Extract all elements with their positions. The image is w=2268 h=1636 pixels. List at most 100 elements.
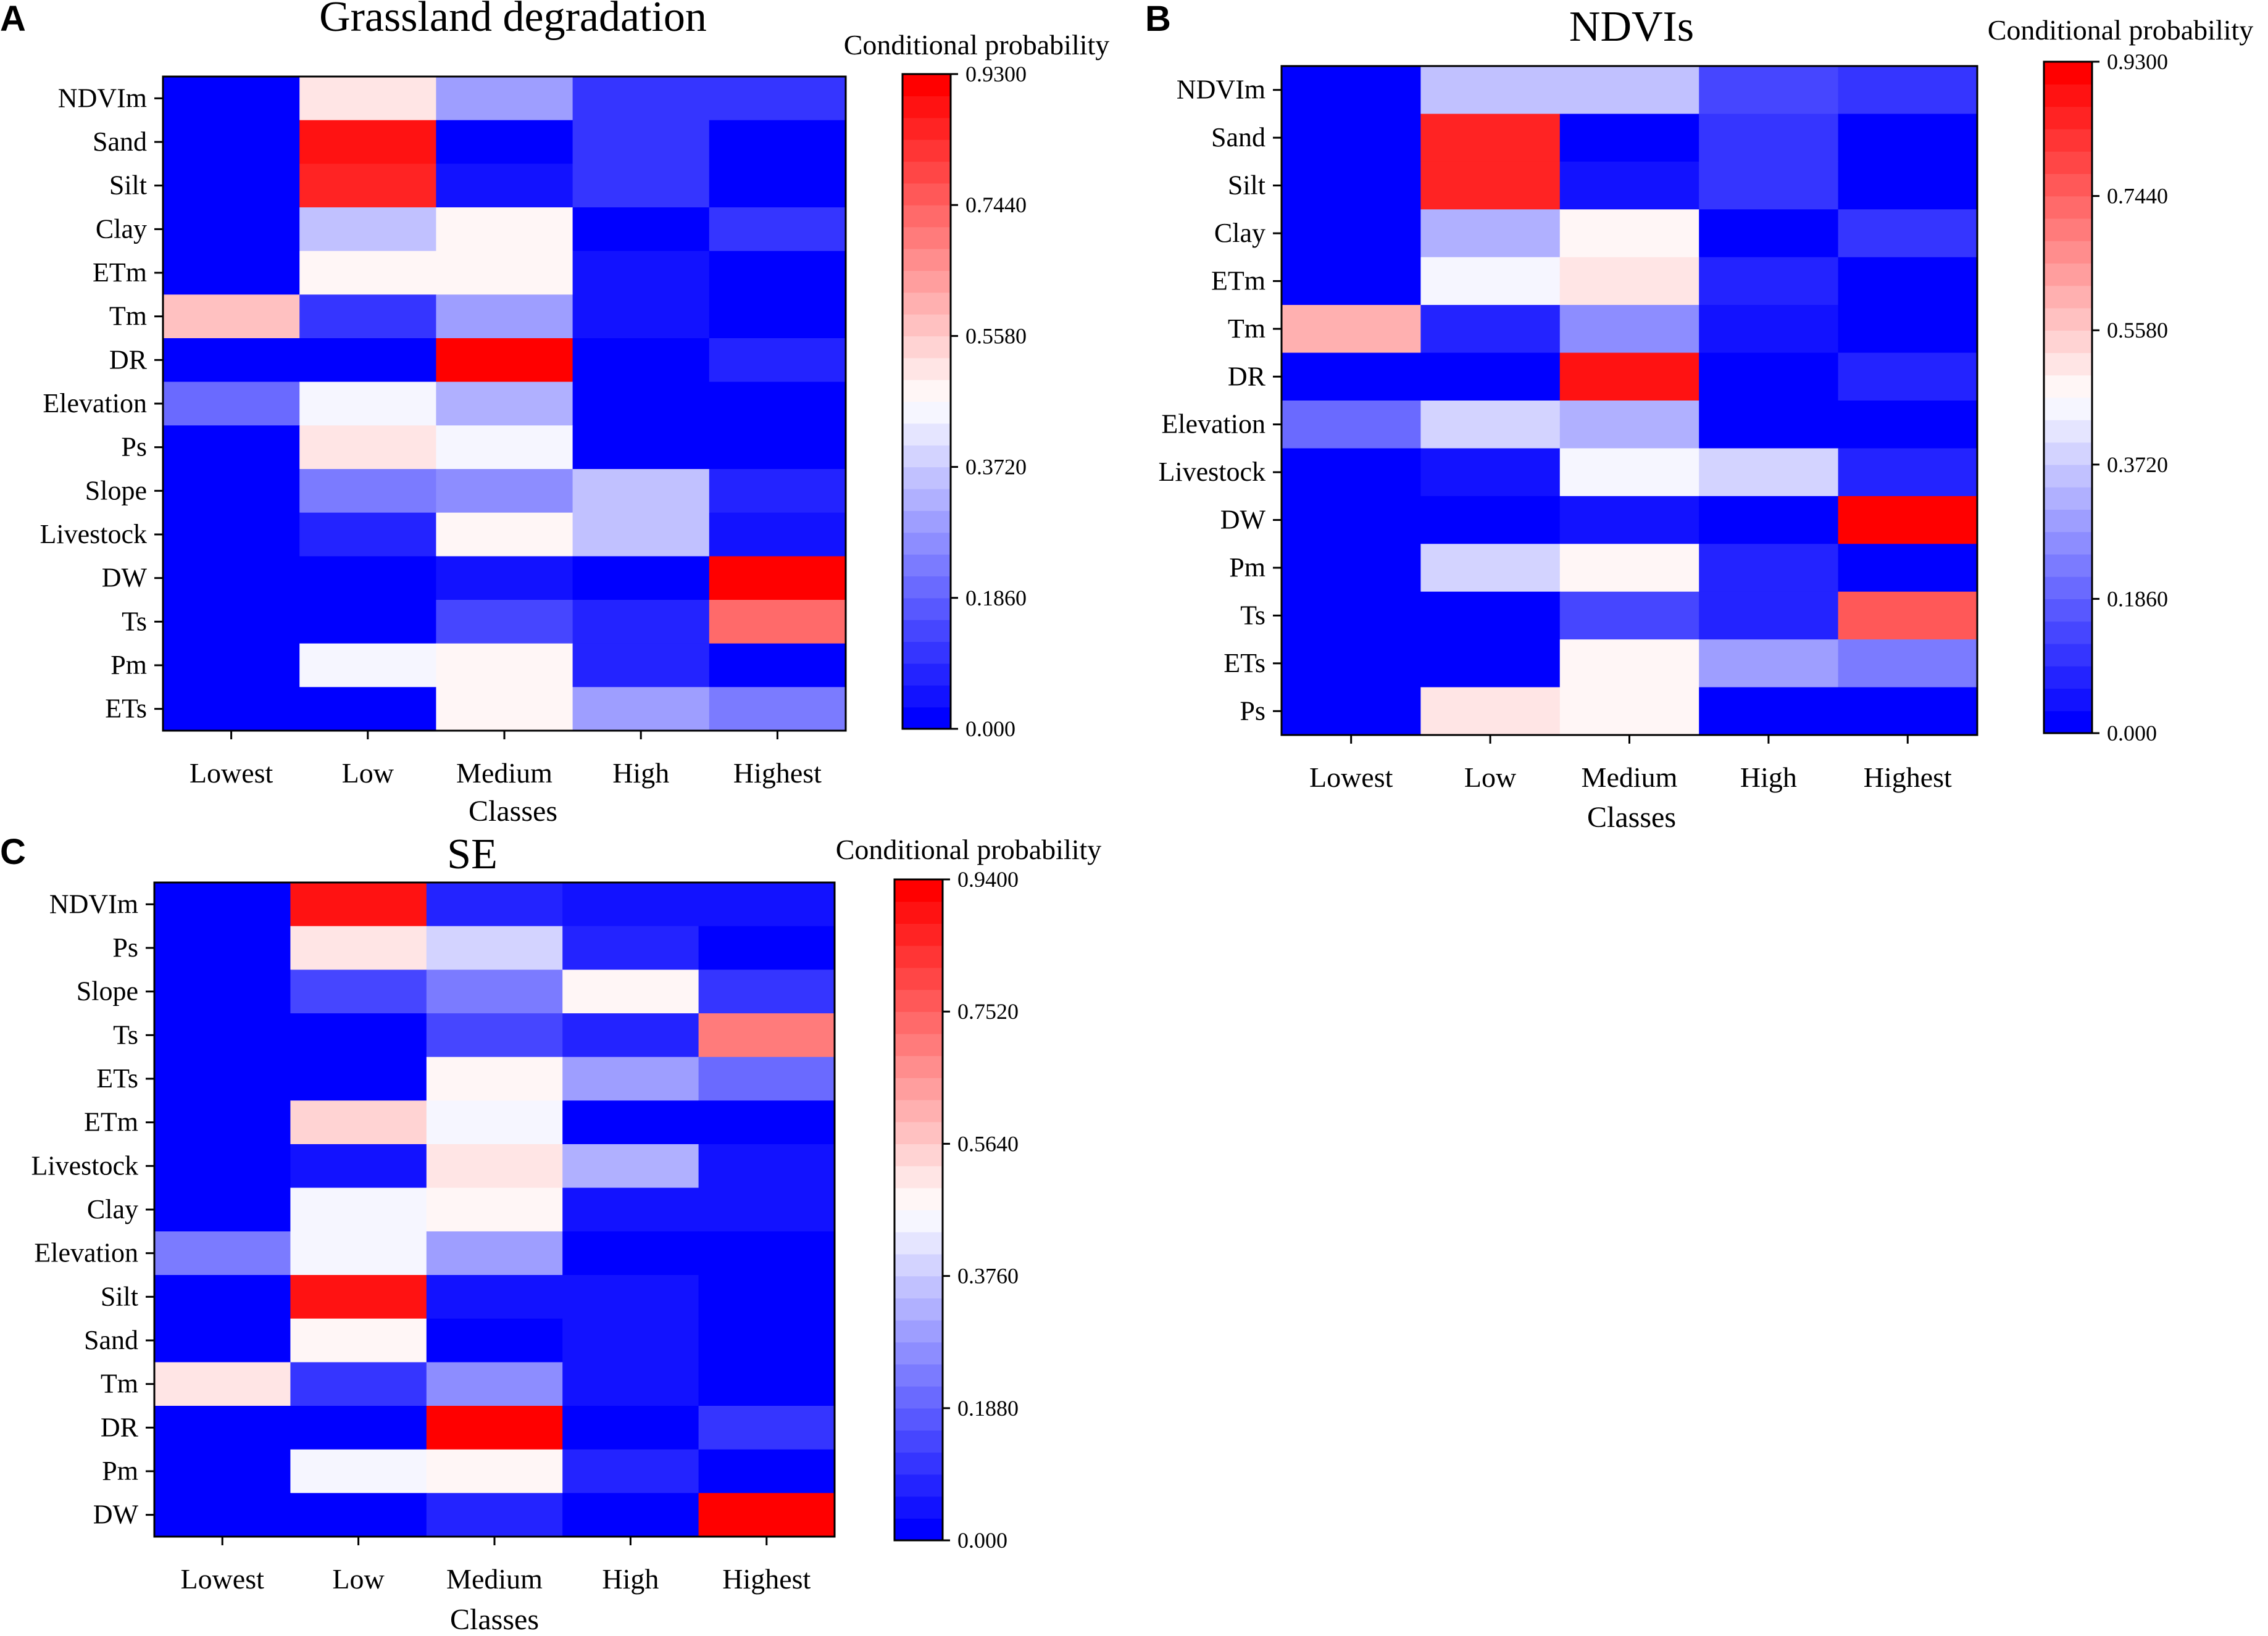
heatmap-cell-ndvim-lowest — [154, 882, 291, 927]
colorbar-tick-label: 0.7520 — [957, 999, 1019, 1024]
y-tick-label: DW — [102, 563, 148, 593]
colorbar-segment — [2044, 442, 2092, 465]
colorbar-label: Conditional probability — [1988, 14, 2254, 46]
heatmap-cell-tm-high — [572, 294, 710, 339]
colorbar: 0.000 0.1880 0.3760 0.5640 0.7520 0.9400Condi… — [836, 834, 1102, 1553]
y-tick-label: Livestock — [1158, 457, 1265, 487]
y-tick-label: NDVIm — [49, 889, 138, 919]
y-tick-label: DW — [93, 1500, 139, 1530]
colorbar-segment — [2044, 196, 2092, 219]
heatmap-cell-ps-lowest — [154, 926, 291, 970]
colorbar-segment — [894, 1187, 943, 1211]
heatmap-cell-ets-low — [1420, 639, 1561, 688]
y-tick-label: NDVIm — [1177, 75, 1265, 105]
y-tick-label: Sand — [93, 127, 147, 157]
heatmap-cell-silt-high — [562, 1275, 699, 1319]
x-tick-label: Low — [332, 1563, 385, 1595]
colorbar-segment — [894, 1452, 943, 1475]
y-tick-label: Clay — [1214, 218, 1265, 248]
heatmap-cell-clay-highest — [709, 207, 846, 252]
colorbar-segment — [2044, 397, 2092, 420]
y-tick-label: DR — [1228, 361, 1266, 391]
heatmap-cell-ndvim-lowest — [1282, 66, 1421, 115]
heatmap-cell-ts-medium — [1559, 591, 1699, 640]
heatmap-cell-clay-low — [1420, 209, 1561, 258]
x-tick-label: Highest — [733, 757, 822, 789]
colorbar-segment — [2044, 173, 2092, 197]
colorbar-segment — [894, 1166, 943, 1189]
heatmap-cell-ets-highest — [698, 1057, 835, 1101]
x-tick-label: Lowest — [1309, 762, 1393, 793]
chart-title: SE — [447, 831, 498, 878]
colorbar-segment — [903, 270, 951, 293]
heatmap-cell-sand-high — [1699, 114, 1839, 162]
colorbar-segment — [903, 248, 951, 271]
heatmap-cell-sand-medium — [1559, 114, 1699, 162]
heatmap-cell-livestock-high — [562, 1144, 699, 1189]
colorbar-segment — [894, 1518, 943, 1541]
colorbar-segment — [894, 1100, 943, 1123]
colorbar-tick-label: 0.9400 — [957, 867, 1019, 892]
heatmap-cell-sand-highest — [698, 1318, 835, 1363]
y-tick-label: Ps — [112, 932, 138, 963]
heatmap-cell-dr-highest — [1838, 352, 1978, 401]
heatmap-cell-pm-low — [299, 643, 436, 687]
heatmap-cell-tm-lowest — [163, 294, 300, 339]
colorbar-segment — [894, 879, 943, 902]
heatmap-cell-etm-lowest — [1282, 257, 1421, 305]
heatmap-cell-dr-high — [572, 338, 710, 383]
heatmap-cell-silt-medium — [436, 164, 573, 208]
heatmap-cell-etm-low — [1420, 257, 1561, 305]
colorbar-segment — [894, 1055, 943, 1078]
y-tick-label: ETs — [1224, 648, 1265, 678]
heatmap-cell-ts-lowest — [163, 600, 300, 644]
heatmap-cell-ts-medium — [426, 1013, 563, 1058]
colorbar-tick-label: 0.5580 — [965, 323, 1027, 348]
colorbar-frame — [893, 878, 944, 1542]
y-tick-label: ETm — [84, 1107, 138, 1137]
y-tick-label: Livestock — [40, 519, 147, 549]
heatmap-cell-ets-highest — [709, 687, 846, 731]
heatmap-cell-clay-lowest — [1282, 209, 1421, 258]
colorbar-segment — [894, 989, 943, 1012]
y-tick-label: ETs — [105, 694, 147, 724]
colorbar-segment — [894, 1320, 943, 1343]
colorbar-segment — [2044, 241, 2092, 264]
heatmap-cell-silt-lowest — [163, 164, 300, 208]
colorbar-segment — [2044, 643, 2092, 666]
colorbar-segment — [894, 1144, 943, 1166]
colorbar-segment — [903, 96, 951, 118]
colorbar-tick-label: 0.3720 — [965, 455, 1027, 480]
heatmap-cell-ps-lowest — [163, 425, 300, 470]
heatmap-cell-livestock-lowest — [154, 1144, 291, 1189]
heatmap-cell-elevation-high — [562, 1231, 699, 1276]
x-tick-label: Lowest — [180, 1563, 264, 1595]
colorbar-segment — [894, 1364, 943, 1387]
heatmap-cell-sand-medium — [436, 120, 573, 164]
colorbar-segment — [903, 488, 951, 511]
x-axis-label: Classes — [1587, 801, 1676, 834]
colorbar-segment — [894, 1253, 943, 1277]
heatmap-cell-sand-high — [562, 1318, 699, 1363]
colorbar-segment — [903, 532, 951, 555]
colorbar-frame — [901, 73, 952, 730]
colorbar-segment — [894, 1298, 943, 1321]
heatmap-cell-pm-lowest — [1282, 544, 1421, 592]
heatmap-cell-tm-low — [1420, 305, 1561, 354]
heatmap-cell-ps-lowest — [1282, 687, 1421, 736]
heatmap-cell-ps-medium — [426, 926, 563, 970]
x-tick-label: Medium — [456, 757, 552, 789]
colorbar-segment — [2044, 307, 2092, 331]
heatmap-cell-clay-medium — [436, 207, 573, 252]
heatmap-cell-ps-medium — [436, 425, 573, 470]
heatmap-cell-dw-low — [299, 556, 436, 600]
y-tick-label: Sand — [84, 1325, 138, 1355]
heatmap-cell-ps-medium — [1559, 687, 1699, 736]
colorbar-tick-label: 0.7440 — [2107, 184, 2168, 209]
heatmap-cell-livestock-high — [1699, 448, 1839, 497]
heatmap-cell-tm-lowest — [154, 1362, 291, 1406]
colorbar-segment — [2044, 285, 2092, 309]
panel-letter: C — [0, 832, 26, 872]
colorbar-tick-label: 0.000 — [2107, 721, 2157, 745]
heatmap-cell-ets-high — [572, 687, 710, 731]
